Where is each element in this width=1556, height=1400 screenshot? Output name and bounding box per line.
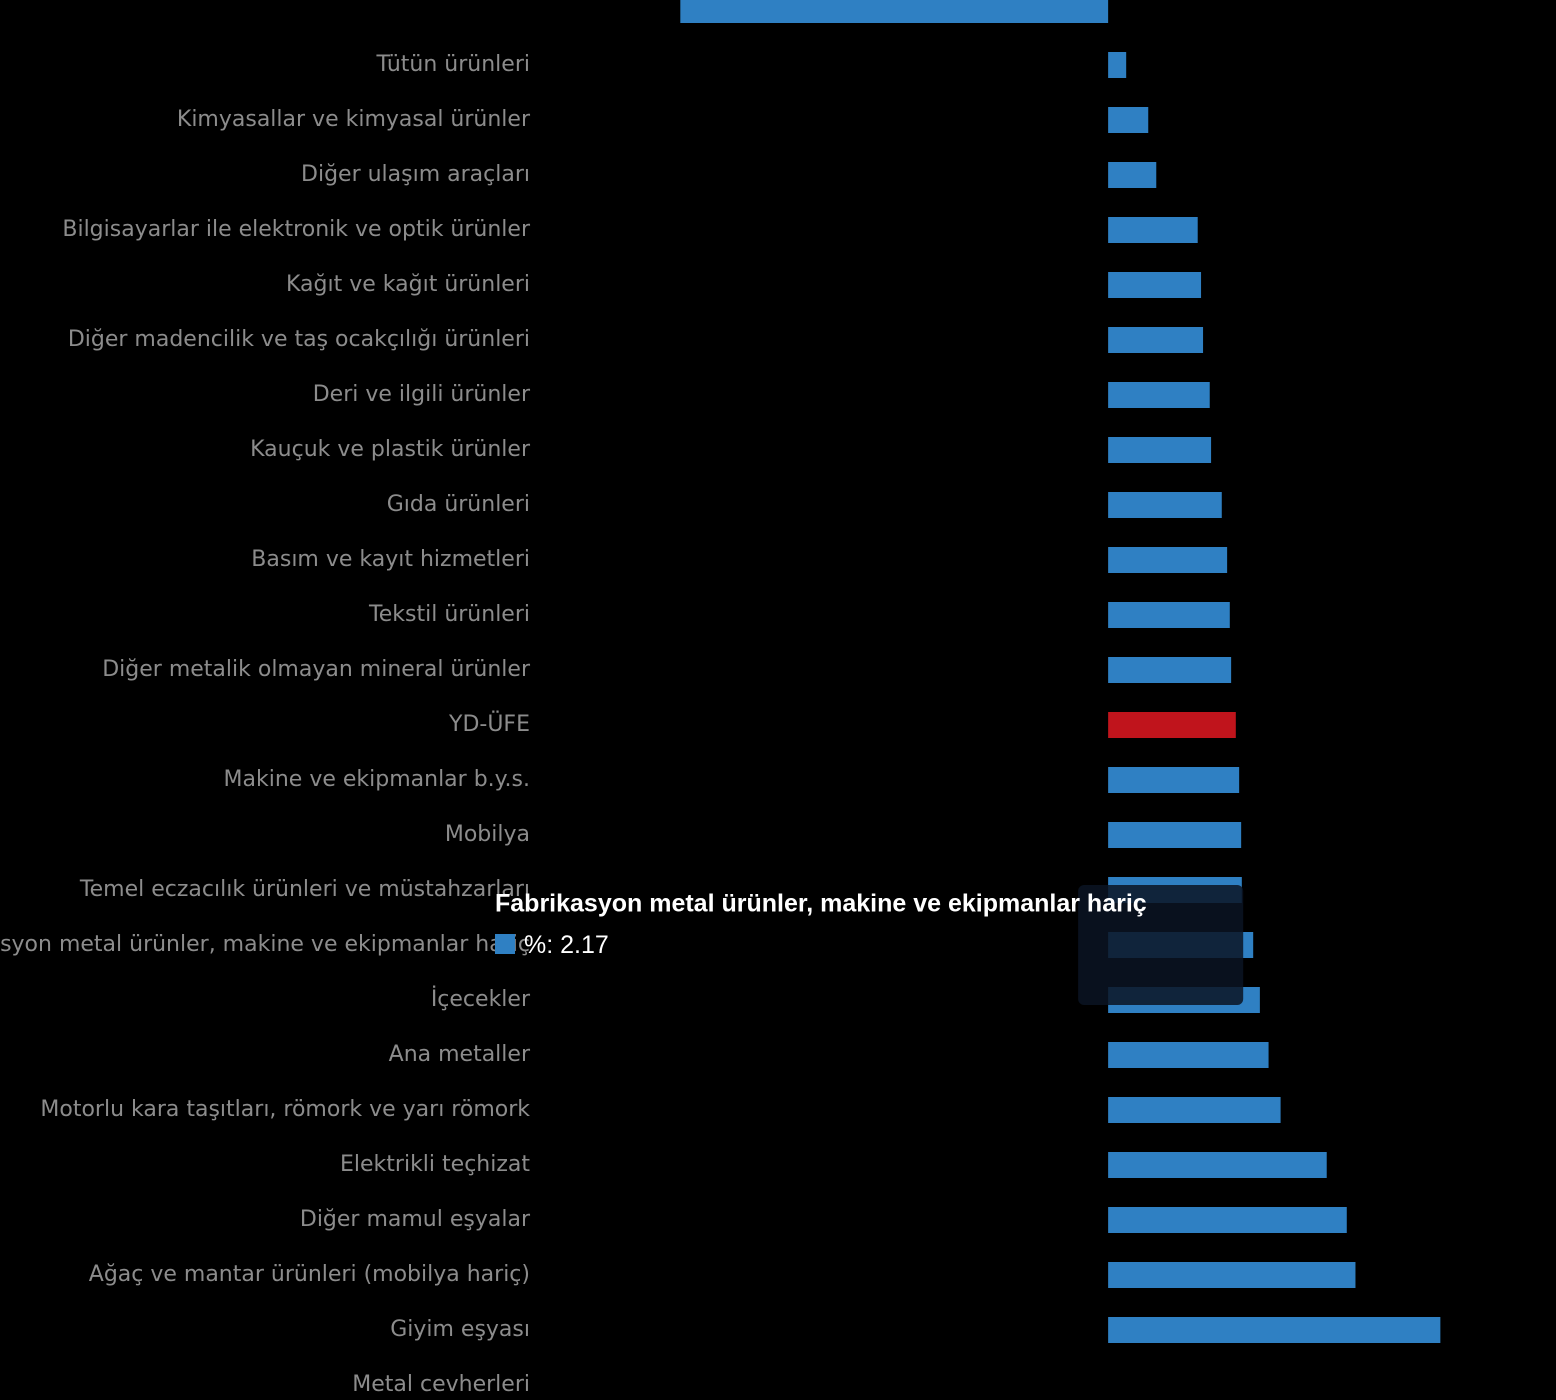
bar [1108,437,1212,463]
bar [1108,492,1222,518]
tooltip-swatch [495,934,515,954]
category-label: Temel eczacılık ürünleri ve müstahzarlar… [79,877,530,902]
category-label: Mobilya [445,822,530,847]
tooltip-backdrop [1078,885,1244,1005]
category-label: Basım ve kayıt hizmetleri [251,547,530,572]
bar [1108,1152,1327,1178]
bar [1108,217,1198,243]
category-label: Motorlu kara taşıtları, römork ve yarı r… [40,1097,530,1122]
tooltip-series-name: % [524,931,546,959]
bar [1108,767,1240,793]
bar [1108,1317,1441,1343]
category-label: Diğer ulaşım araçları [301,162,530,187]
bar [1108,657,1232,683]
category-label: Fabrikasyon metal ürünler, makine ve eki… [0,932,530,957]
category-label: Kauçuk ve plastik ürünler [250,437,531,462]
tooltip: Fabrikasyon metal ürünler, makine ve eki… [495,885,1244,1005]
category-label: Kağıt ve kağıt ürünleri [286,272,530,297]
bar [680,0,1109,23]
category-label: Ağaç ve mantar ürünleri (mobilya hariç) [89,1262,530,1287]
category-label: Diğer metalik olmayan mineral ürünler [102,657,531,682]
category-label: Diğer madencilik ve taş ocakçılığı ürünl… [68,327,530,352]
category-label: Elektrikli teçhizat [340,1152,530,1177]
bar [1108,1042,1269,1068]
tooltip-separator: : [546,931,560,959]
category-label: YD-ÜFE [448,711,530,737]
tooltip-value: %: 2.17 [524,931,609,959]
category-label: Gıda ürünleri [387,492,530,517]
bar [1108,107,1149,133]
bar [1108,1097,1281,1123]
category-label: Makine ve ekipmanlar b.y.s. [224,767,530,792]
bar [1108,547,1228,573]
bar [1108,52,1127,78]
bar [1108,162,1157,188]
category-label: İçecekler [431,986,531,1012]
category-label: Tütün ürünleri [375,52,530,77]
category-label: Tekstil ürünleri [368,602,530,627]
bar [1108,327,1204,353]
category-label: Giyim eşyası [390,1317,530,1342]
category-label: Kimyasallar ve kimyasal ürünler [177,107,531,132]
bar [1108,822,1242,848]
category-label: Diğer mamul eşyalar [300,1207,531,1232]
bar [1108,272,1202,298]
bar [1108,1262,1356,1288]
category-label: Metal cevherleri [352,1372,530,1397]
bar [1108,1207,1347,1233]
bar [1108,382,1210,408]
tooltip-number: 2.17 [560,931,609,959]
category-label: Bilgisayarlar ile elektronik ve optik ür… [62,217,531,242]
tooltip-title: Fabrikasyon metal ürünler, makine ve eki… [495,890,1147,918]
category-label: Ana metaller [389,1042,531,1067]
bar [1108,712,1236,738]
bar [1108,602,1230,628]
category-label: Deri ve ilgili ürünler [313,382,531,407]
